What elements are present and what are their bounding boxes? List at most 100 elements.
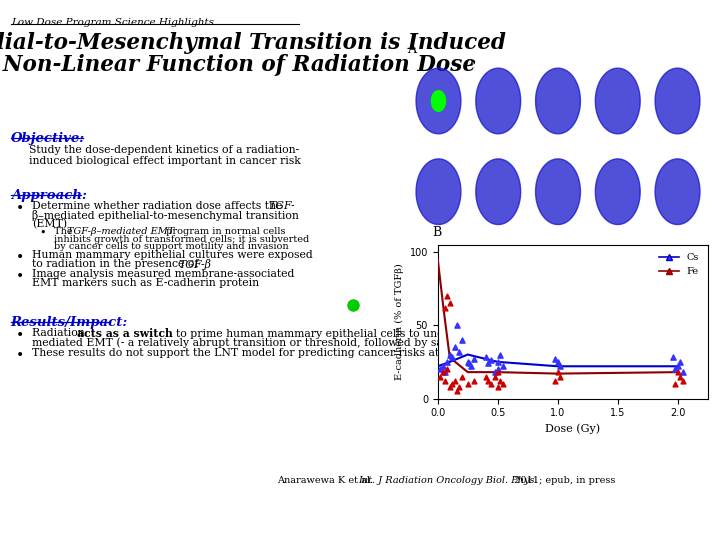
Polygon shape — [536, 68, 580, 134]
Text: Image analysis measured membrane-associated: Image analysis measured membrane-associa… — [32, 269, 294, 279]
Point — [468, 355, 480, 363]
Polygon shape — [595, 159, 640, 225]
Point — [492, 357, 503, 366]
Polygon shape — [476, 159, 521, 225]
Text: d: d — [591, 62, 596, 71]
Point — [482, 376, 494, 385]
Text: 2011; epub, in press: 2011; epub, in press — [511, 476, 616, 485]
Point — [492, 368, 503, 376]
Text: •: • — [16, 202, 24, 216]
Text: TGF-β: TGF-β — [179, 259, 212, 269]
Point — [672, 362, 683, 370]
Text: Approach:: Approach: — [11, 189, 86, 202]
Point — [677, 368, 688, 376]
Text: f: f — [412, 153, 415, 162]
Text: a: a — [412, 62, 417, 71]
Point — [456, 372, 467, 381]
Y-axis label: E-cadherin (% of TGFβ): E-cadherin (% of TGFβ) — [395, 263, 404, 380]
Point — [451, 321, 463, 329]
Point — [444, 299, 456, 308]
Point — [675, 357, 686, 366]
Text: EMT markers such as E-cadherin protein: EMT markers such as E-cadherin protein — [32, 278, 259, 288]
Point — [439, 303, 451, 312]
Text: B: B — [432, 226, 441, 239]
Point — [554, 372, 566, 381]
Text: Radiation: Radiation — [32, 328, 89, 339]
Point — [444, 350, 456, 359]
Point — [441, 357, 453, 366]
Polygon shape — [431, 91, 446, 111]
Point — [672, 368, 683, 376]
Text: A: A — [407, 43, 416, 56]
Text: i: i — [591, 153, 593, 162]
Polygon shape — [416, 159, 461, 225]
Point — [497, 362, 508, 370]
Text: inhibits growth of transformed cells; it is subverted: inhibits growth of transformed cells; it… — [54, 235, 310, 244]
Point — [549, 355, 561, 363]
Text: Int. J Radiation Oncology Biol. Phys.: Int. J Radiation Oncology Biol. Phys. — [358, 476, 537, 485]
Point — [667, 353, 679, 362]
Point — [434, 365, 446, 374]
Text: b: b — [472, 62, 477, 71]
Polygon shape — [476, 68, 521, 134]
Text: Anarawewa K et al.: Anarawewa K et al. — [277, 476, 377, 485]
Point — [451, 387, 463, 395]
Text: Low Dose Program Science Highlights: Low Dose Program Science Highlights — [11, 18, 214, 28]
Point — [456, 335, 467, 344]
Text: Determine whether radiation dose affects the: Determine whether radiation dose affects… — [32, 201, 287, 211]
Text: to radiation in the presence of: to radiation in the presence of — [32, 259, 202, 269]
Text: Epithelial-to-Mesenchymal Transition is Induced: Epithelial-to-Mesenchymal Transition is … — [0, 32, 506, 55]
Text: program in normal cells: program in normal cells — [163, 227, 286, 236]
Point — [449, 376, 460, 385]
Point — [490, 372, 501, 381]
Point — [441, 292, 453, 300]
Text: Objective:: Objective: — [11, 132, 85, 145]
Point — [446, 353, 458, 362]
Point — [482, 359, 494, 368]
Text: TGF-β–mediated EMT: TGF-β–mediated EMT — [67, 227, 174, 236]
Point — [439, 368, 451, 376]
Point — [554, 362, 566, 370]
Text: e: e — [651, 62, 656, 71]
Point — [439, 376, 451, 385]
Text: •: • — [16, 270, 24, 284]
Point — [677, 376, 688, 385]
Text: β–mediated epithelial-to-mesenchymal transition: β–mediated epithelial-to-mesenchymal tra… — [32, 210, 300, 221]
Point — [495, 350, 506, 359]
Point — [485, 356, 496, 364]
Point — [444, 382, 456, 391]
Text: c: c — [531, 62, 536, 71]
Text: j: j — [651, 153, 653, 162]
Text: •: • — [40, 228, 46, 238]
Point — [480, 353, 492, 362]
Point — [480, 372, 492, 381]
Point — [462, 380, 474, 388]
Point — [492, 365, 503, 374]
Text: as a Non-Linear Function of Radiation Dose: as a Non-Linear Function of Radiation Do… — [0, 54, 477, 76]
X-axis label: Dose (Gy): Dose (Gy) — [545, 424, 600, 434]
Point — [552, 368, 564, 376]
Point — [670, 365, 681, 374]
Text: Human mammary epithelial cultures were exposed: Human mammary epithelial cultures were e… — [32, 250, 313, 260]
Point — [449, 343, 460, 352]
Point — [466, 362, 477, 370]
Text: by cancer cells to support motility and invasion: by cancer cells to support motility and … — [54, 242, 289, 252]
Point — [454, 347, 465, 356]
Point — [446, 380, 458, 388]
Text: •: • — [16, 349, 24, 363]
Text: These results do not support the LNT model for predicting cancer risks at low do: These results do not support the LNT mod… — [32, 348, 497, 359]
Polygon shape — [655, 68, 700, 134]
Point — [454, 382, 465, 391]
Point — [497, 380, 508, 388]
Polygon shape — [595, 68, 640, 134]
Text: BERAC October 2011: BERAC October 2011 — [11, 514, 144, 525]
Polygon shape — [536, 159, 580, 225]
Text: h: h — [531, 153, 536, 162]
Point — [549, 376, 561, 385]
Text: to prime human mammary epithelial cells to undergo TGF-β-: to prime human mammary epithelial cells … — [176, 328, 509, 339]
Point — [437, 368, 449, 376]
Polygon shape — [655, 159, 700, 225]
Text: g: g — [472, 153, 477, 162]
Polygon shape — [416, 68, 461, 134]
Text: mediated EMT (- a relatively abrupt transition or threshold, followed by saturat: mediated EMT (- a relatively abrupt tran… — [32, 338, 561, 348]
